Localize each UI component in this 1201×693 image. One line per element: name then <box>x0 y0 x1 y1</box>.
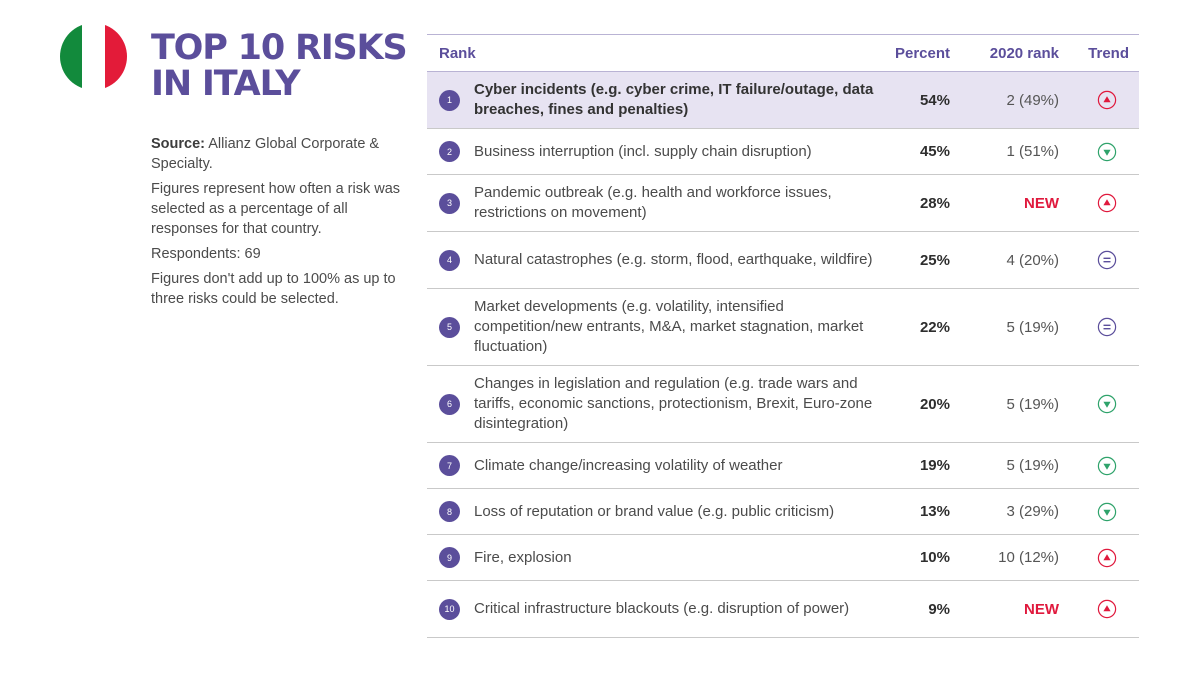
table-row: 2 Business interruption (incl. supply cha… <box>427 129 1139 175</box>
risk-name: Changes in legislation and regulation (e… <box>474 375 873 432</box>
percent-cell: 28% <box>919 194 950 212</box>
percent-cell: 54% <box>919 91 950 109</box>
percent-cell: 13% <box>919 503 950 520</box>
up-icon <box>1097 599 1117 619</box>
prev-rank-cell: NEW <box>1024 194 1059 212</box>
rank-number-badge: 8 <box>439 501 460 522</box>
prev-rank-cell: 5 (19%) <box>1006 457 1059 474</box>
prev-rank-cell: NEW <box>1024 600 1059 618</box>
risk-name: Critical infrastructure blackouts (e.g. … <box>474 600 850 617</box>
trend-cell <box>1059 599 1129 619</box>
source-note: Source: Allianz Global Corporate & Speci… <box>151 134 406 174</box>
up-icon <box>1097 193 1117 213</box>
rank-number-badge: 10 <box>439 598 460 620</box>
rank-cell: 5 Market developments (e.g. volatility, i… <box>427 297 894 357</box>
trend-cell <box>1059 317 1129 337</box>
down-icon <box>1097 394 1117 414</box>
sidebar-notes: Source: Allianz Global Corporate & Speci… <box>151 134 406 314</box>
table-row: 3 Pandemic outbreak (e.g. health and work… <box>427 175 1139 232</box>
rank-number-badge: 6 <box>439 393 460 415</box>
table-body: 1 Cyber incidents (e.g. cyber crime, IT f… <box>427 72 1139 638</box>
respondents-note: Respondents: 69 <box>151 246 261 262</box>
trend-cell <box>1059 394 1129 414</box>
header-2020-rank: 2020 rank <box>989 44 1059 62</box>
prev-rank-cell: 5 (19%) <box>1006 318 1059 336</box>
rank-number-badge: 7 <box>439 455 460 476</box>
equal-icon <box>1097 250 1117 270</box>
equal-icon <box>1097 317 1117 337</box>
prev-rank-cell: 4 (20%) <box>1006 251 1059 269</box>
percent-cell: 45% <box>919 143 950 160</box>
italy-flag-icon <box>60 23 127 90</box>
prev-rank-cell: 1 (51%) <box>1006 143 1059 160</box>
header-trend: Trend <box>1088 44 1129 62</box>
table-row: 6 Changes in legislation and regulation (… <box>427 366 1139 443</box>
table-row: 7 Climate change/increasing volatility of… <box>427 443 1139 489</box>
rank-cell: 8 Loss of reputation or brand value (e.g.… <box>427 501 894 522</box>
risk-table: Rank Percent 2020 rank Trend 1 Cyber inci… <box>427 34 1139 638</box>
prev-rank-cell: 2 (49%) <box>1006 91 1059 109</box>
rank-cell: 3 Pandemic outbreak (e.g. health and work… <box>427 183 894 223</box>
risk-name: Climate change/increasing volatility of … <box>474 456 783 474</box>
header-percent: Percent <box>894 44 950 62</box>
prev-rank-cell: 10 (12%) <box>998 549 1059 566</box>
trend-cell <box>1059 502 1129 522</box>
down-icon <box>1097 456 1117 476</box>
down-icon <box>1097 142 1117 162</box>
table-row: 1 Cyber incidents (e.g. cyber crime, IT f… <box>427 72 1139 129</box>
risk-name: Market developments (e.g. volatility, in… <box>474 298 864 355</box>
rank-cell: 10 Critical infrastructure blackouts (e.g… <box>427 598 894 620</box>
down-icon <box>1097 502 1117 522</box>
table-row: 9 Fire, explosion 10% 10 (12%) <box>427 535 1139 581</box>
rank-cell: 7 Climate change/increasing volatility of… <box>427 455 894 476</box>
risk-name: Fire, explosion <box>474 548 572 566</box>
percent-cell: 25% <box>919 251 950 269</box>
table-row: 10 Critical infrastructure blackouts (e.g… <box>427 581 1139 638</box>
rank-number-badge: 5 <box>439 316 460 338</box>
trend-cell <box>1059 193 1129 213</box>
risk-name: Pandemic outbreak (e.g. health and workf… <box>474 184 832 221</box>
page-title: TOP 10 RISKS IN ITALY <box>151 28 408 104</box>
rank-number-badge: 3 <box>439 192 460 214</box>
prev-rank-cell: 3 (29%) <box>1006 503 1059 520</box>
percent-cell: 20% <box>919 395 950 413</box>
rank-number-badge: 2 <box>439 141 460 162</box>
trend-cell <box>1059 456 1129 476</box>
table-row: 8 Loss of reputation or brand value (e.g.… <box>427 489 1139 535</box>
sum-note: Figures don't add up to 100% as up to th… <box>151 271 396 307</box>
risk-name: Loss of reputation or brand value (e.g. … <box>474 502 835 520</box>
rank-cell: 6 Changes in legislation and regulation (… <box>427 374 894 434</box>
risk-name: Business interruption (incl. supply chai… <box>474 142 812 160</box>
source-label: Source: <box>151 136 205 152</box>
percent-cell: 22% <box>919 318 950 336</box>
percent-cell: 19% <box>919 457 950 474</box>
risk-name: Cyber incidents (e.g. cyber crime, IT fa… <box>474 81 874 118</box>
risk-name: Natural catastrophes (e.g. storm, flood,… <box>474 251 873 268</box>
rank-number-badge: 4 <box>439 249 460 271</box>
table-row: 4 Natural catastrophes (e.g. storm, flood… <box>427 232 1139 289</box>
up-icon <box>1097 90 1117 110</box>
rank-cell: 4 Natural catastrophes (e.g. storm, flood… <box>427 249 894 271</box>
rank-cell: 2 Business interruption (incl. supply cha… <box>427 141 894 162</box>
prev-rank-cell: 5 (19%) <box>1006 395 1059 413</box>
trend-cell <box>1059 90 1129 110</box>
source-text: Allianz Global Corporate & Specialty. <box>151 136 380 172</box>
trend-cell <box>1059 250 1129 270</box>
percent-cell: 10% <box>919 549 950 566</box>
trend-cell <box>1059 142 1129 162</box>
title-line-1: TOP 10 RISKS <box>151 28 408 68</box>
rank-number-badge: 9 <box>439 547 460 568</box>
rank-cell: 1 Cyber incidents (e.g. cyber crime, IT f… <box>427 80 894 120</box>
header-rank: Rank <box>439 44 476 62</box>
rank-number-badge: 1 <box>439 89 460 111</box>
rank-cell: 9 Fire, explosion <box>427 547 894 568</box>
table-row: 5 Market developments (e.g. volatility, i… <box>427 289 1139 366</box>
percent-cell: 9% <box>928 600 950 618</box>
figures-note: Figures represent how often a risk was s… <box>151 181 401 237</box>
title-line-2: IN ITALY <box>151 64 301 104</box>
up-icon <box>1097 548 1117 568</box>
table-header: Rank Percent 2020 rank Trend <box>427 34 1139 72</box>
trend-cell <box>1059 548 1129 568</box>
